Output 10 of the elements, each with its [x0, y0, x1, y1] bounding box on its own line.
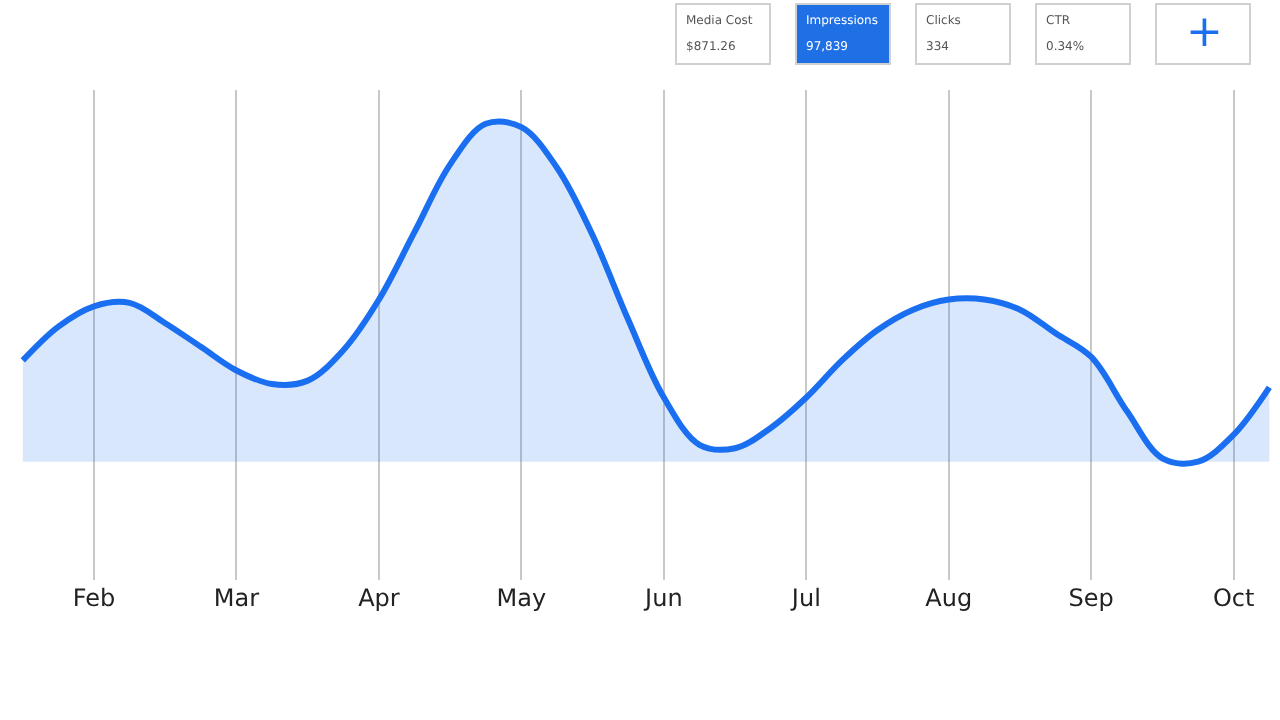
x-tick-label: Feb [72, 584, 116, 612]
text: + [1186, 8, 1223, 58]
x-tick-label: Oct [1212, 584, 1256, 612]
x-tick-label: May [496, 584, 547, 612]
x-tick-label: Mar [213, 584, 260, 612]
x-tick-label: Apr [358, 584, 400, 612]
x-tick-label: Aug [925, 584, 973, 612]
x-tick-label: Jun [643, 584, 683, 612]
x-tick-label: Jul [789, 584, 821, 612]
x-tick-label: Sep [1068, 584, 1114, 612]
